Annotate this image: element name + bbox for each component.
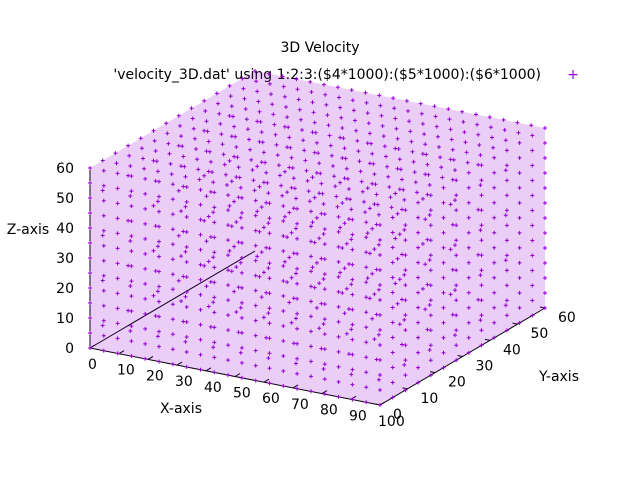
scatter-density-fill [90, 71, 545, 405]
z-tick-label: 40 [56, 221, 74, 237]
legend-marker: + [567, 67, 579, 83]
x-tick-label: 90 [349, 408, 367, 424]
x-tick-label: 60 [262, 391, 280, 407]
x-axis-label: X-axis [160, 401, 202, 417]
z-tick-label: 10 [56, 311, 74, 327]
z-tick-label: 0 [65, 341, 74, 357]
scatter-points [88, 69, 547, 407]
x-tick-label: 0 [88, 357, 97, 373]
y-axis-label: Y-axis [538, 369, 579, 385]
y-tick-label: 20 [448, 375, 466, 391]
y-tick-label: 60 [558, 310, 576, 326]
y-tick-label: 0 [393, 407, 402, 423]
z-tick-label: 60 [56, 161, 74, 177]
z-tick-label: 20 [56, 281, 74, 297]
legend: 'velocity_3D.dat' using 1:2:3:($4*1000):… [113, 67, 579, 83]
x-tick-label: 30 [175, 374, 193, 390]
y-tick-label: 40 [503, 342, 521, 358]
chart-title: 3D Velocity [280, 40, 359, 56]
x-tick-label: 40 [204, 380, 222, 396]
x-tick-label: 50 [233, 386, 251, 402]
y-tick-label: 30 [476, 359, 494, 375]
x-tick-label: 20 [146, 368, 164, 384]
y-tick-label: 50 [531, 326, 549, 342]
legend-label: 'velocity_3D.dat' using 1:2:3:($4*1000):… [113, 67, 541, 83]
x-tick-label: 10 [117, 363, 135, 379]
z-tick-label: 30 [56, 251, 74, 267]
y-tick-label: 10 [421, 391, 439, 407]
x-tick-label: 70 [291, 397, 309, 413]
z-axis-label: Z-axis [7, 222, 49, 238]
x-tick-label: 80 [320, 403, 338, 419]
z-tick-label: 50 [56, 191, 74, 207]
